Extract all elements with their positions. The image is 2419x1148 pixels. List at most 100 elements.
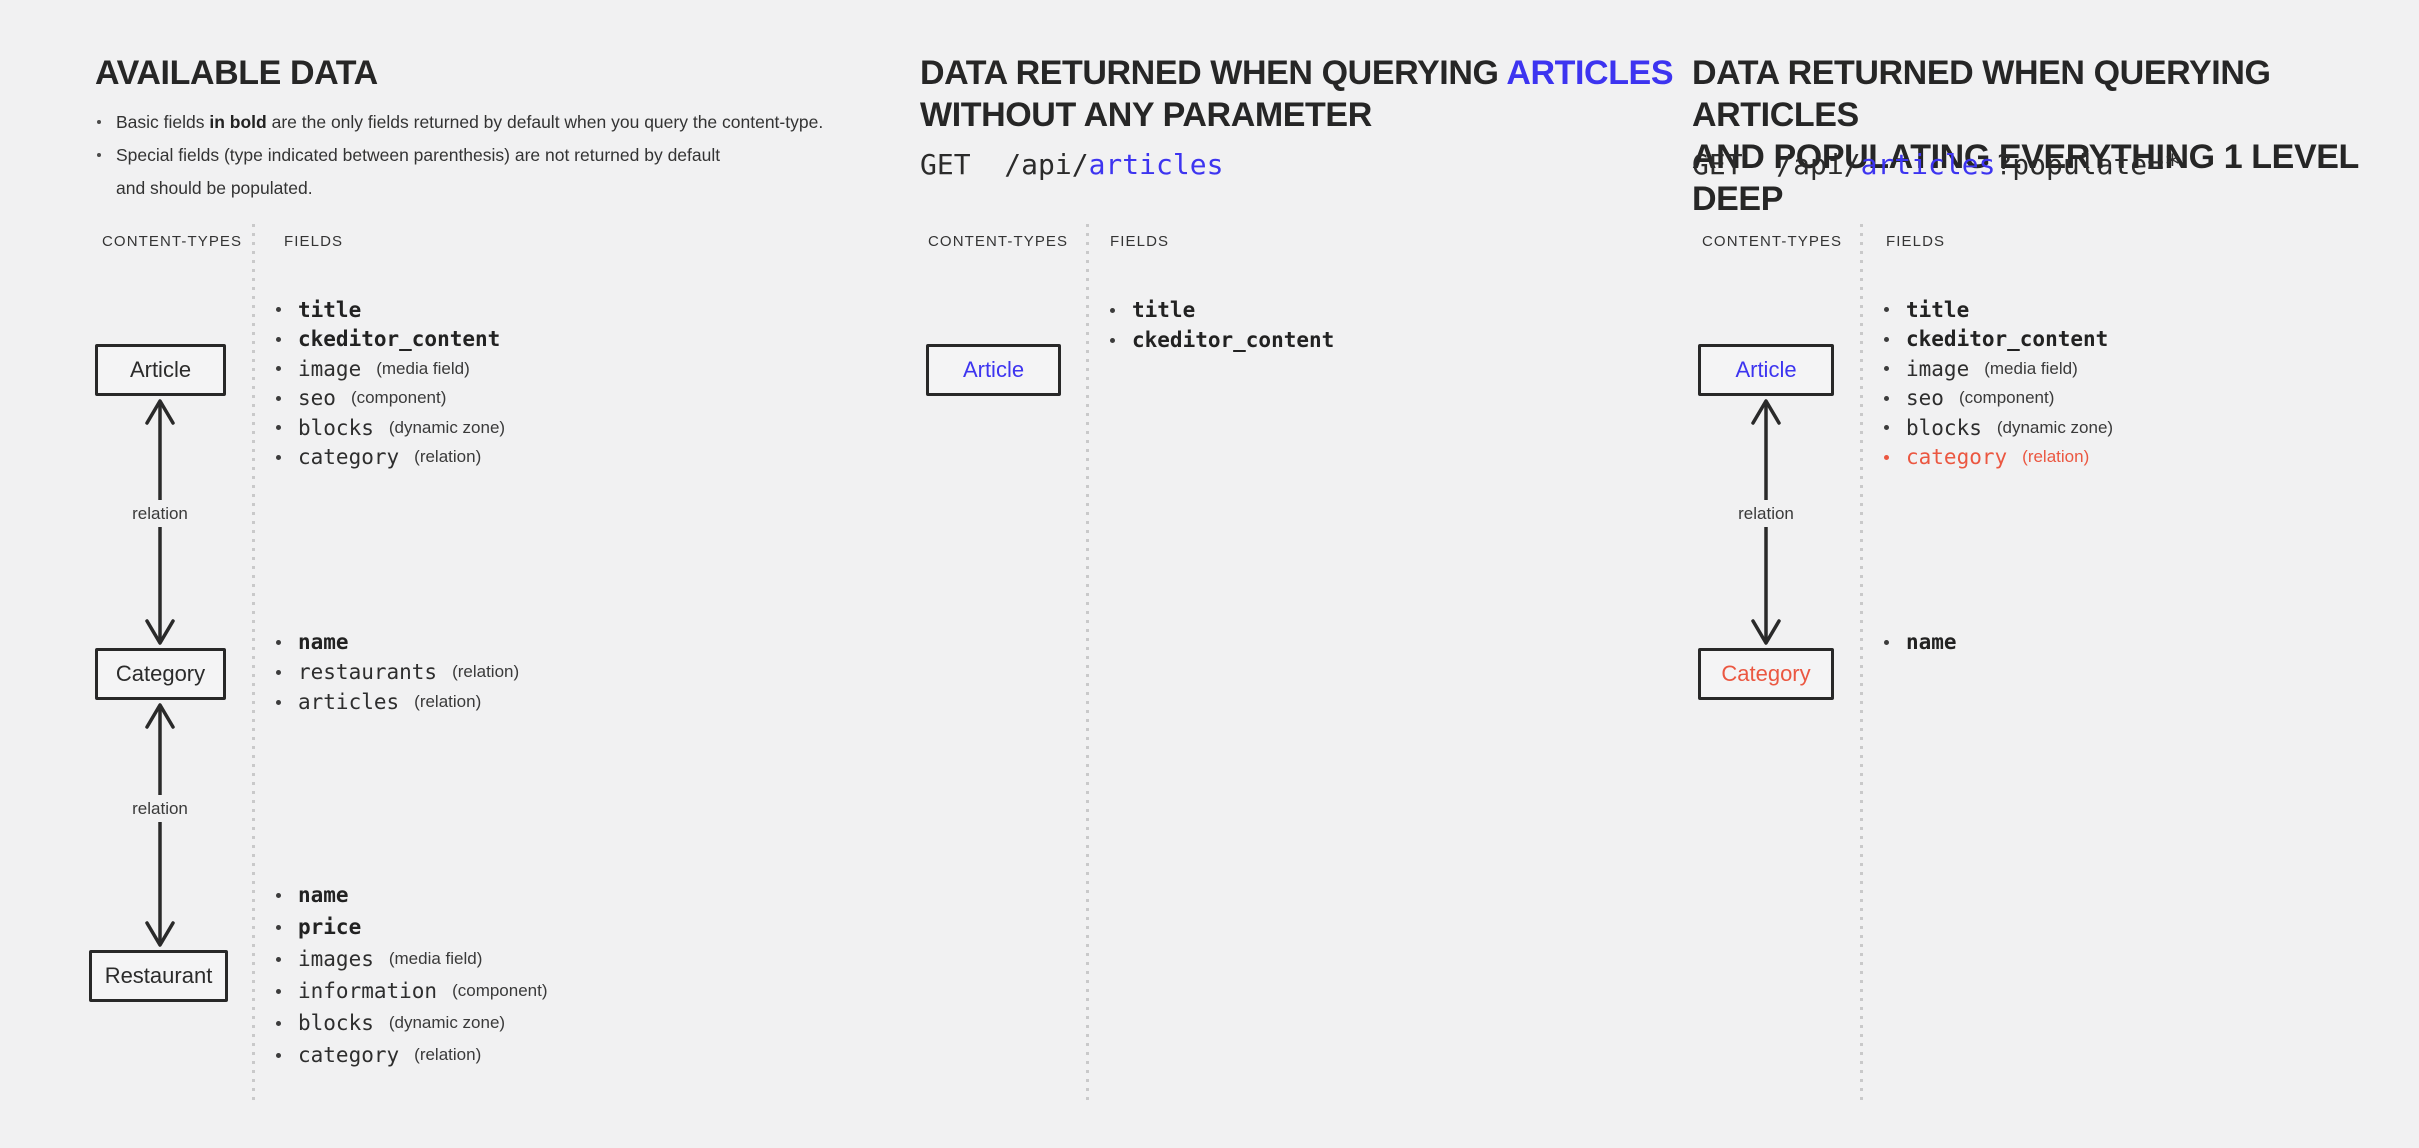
field-type: (dynamic zone) <box>388 1013 506 1032</box>
field-row-image: image (media field) <box>1884 354 2113 384</box>
request-highlight: articles <box>1088 148 1224 181</box>
field-type: (relation) <box>414 1045 482 1064</box>
column2-title-line2: WITHOUT ANY PARAMETER <box>920 96 1372 134</box>
field-name: blocks <box>298 415 374 440</box>
node-category: Category <box>1698 648 1834 700</box>
bullet-icon <box>97 153 101 157</box>
article-fields-list: title ckeditor_content <box>1110 295 1334 355</box>
column2-title-highlight: ARTICLES <box>1506 54 1674 92</box>
bullet-icon <box>1884 307 1889 313</box>
field-row-blocks: blocks (dynamic zone) <box>1884 413 2113 443</box>
column3-title: DATA RETURNED WHEN QUERYING ARTICLES AND… <box>1692 52 2419 220</box>
bullet-icon <box>276 988 281 994</box>
bullet-icon <box>276 1052 281 1058</box>
field-type: (relation) <box>2022 447 2090 467</box>
field-name: blocks <box>298 1011 374 1035</box>
field-name: image <box>1906 356 1970 381</box>
bullet-icon <box>1884 639 1889 645</box>
field-type: (relation) <box>414 447 482 467</box>
field-row-title: title <box>276 295 505 325</box>
node-restaurant-label: Restaurant <box>104 963 213 988</box>
field-row-name: name <box>276 627 519 657</box>
column3-title-line1: DATA RETURNED WHEN QUERYING ARTICLES <box>1692 54 2271 134</box>
bullet-icon <box>276 307 281 313</box>
node-category-label: Category <box>115 661 206 686</box>
field-row-ckeditor-content: ckeditor_content <box>1884 325 2113 355</box>
field-type: (dynamic zone) <box>1996 417 2114 437</box>
field-type: (relation) <box>414 692 482 711</box>
bullet-icon <box>1110 337 1115 343</box>
field-type: (media field) <box>388 949 483 968</box>
bullet-icon <box>1884 395 1889 401</box>
node-article-label: Article <box>1735 357 1797 382</box>
bullet-icon <box>276 454 281 460</box>
field-name: articles <box>298 690 400 714</box>
field-name: category <box>298 1043 400 1067</box>
request-prefix: GET /api/ <box>920 148 1089 181</box>
field-row-seo: seo (component) <box>1884 384 2113 414</box>
field-name: title <box>1132 298 1196 322</box>
column2-fields-label: FIELDS <box>1110 233 1170 250</box>
field-type: (dynamic zone) <box>388 417 506 437</box>
node-article: Article <box>926 344 1061 396</box>
field-row-seo: seo (component) <box>276 384 505 414</box>
bullet-icon <box>276 669 281 675</box>
bullet-icon <box>276 892 281 898</box>
column2-content-types-label: CONTENT-TYPES <box>928 233 1069 250</box>
field-type: (media field) <box>1984 358 2078 378</box>
article-fields-list: title ckeditor_content image (media field… <box>1884 295 2113 472</box>
field-row-category-populated: category (relation) <box>1884 443 2113 473</box>
field-row-category: category (relation) <box>276 1039 548 1071</box>
bullet-icon <box>276 699 281 705</box>
field-name: title <box>298 297 362 322</box>
relation-arrow-category-restaurant <box>145 703 175 947</box>
field-name: name <box>1906 630 1957 654</box>
relation-label: relation <box>1731 500 1801 527</box>
bullet-icon <box>276 425 281 431</box>
note-text-post: are the only fields returned by default … <box>266 112 824 132</box>
field-row-images: images (media field) <box>276 943 548 975</box>
request-highlight: articles <box>1860 148 1996 181</box>
bullet-icon <box>1110 307 1115 313</box>
field-type: (component) <box>350 388 447 408</box>
bullet-icon <box>276 639 281 645</box>
field-type: (component) <box>452 981 548 1000</box>
category-fields-list: name <box>1884 627 1957 657</box>
column1-content-types-label: CONTENT-TYPES <box>102 233 243 250</box>
column2-get-request: GET /api/articles <box>920 148 1223 182</box>
node-category: Category <box>95 648 226 700</box>
node-article-label: Article <box>962 357 1025 382</box>
field-row-title: title <box>1884 295 2113 325</box>
field-type: (relation) <box>452 662 520 681</box>
bullet-icon <box>276 336 281 342</box>
field-row-title: title <box>1110 295 1334 325</box>
column3-title-line2: AND POPULATING EVERYTHING 1 LEVEL DEEP <box>1692 138 2359 218</box>
bullet-icon <box>1884 425 1889 431</box>
field-row-price: price <box>276 911 548 943</box>
note-text-line2: and should be populated. <box>116 178 313 198</box>
bullet-icon <box>276 395 281 401</box>
field-row-category: category (relation) <box>276 443 505 473</box>
field-name: title <box>1906 297 1970 322</box>
node-article: Article <box>95 344 226 396</box>
field-name: price <box>298 915 362 939</box>
field-name: blocks <box>1906 415 1982 440</box>
field-name: name <box>298 883 349 907</box>
relation-label: relation <box>125 795 195 822</box>
restaurant-fields-list: name price images (media field) informati… <box>276 879 548 1071</box>
category-fields-list: name restaurants (relation) articles (rela… <box>276 627 519 717</box>
bullet-icon <box>276 956 281 962</box>
column1-dotted-separator <box>252 224 255 1102</box>
note-text-bold: in bold <box>209 112 267 132</box>
bullet-icon <box>97 120 101 124</box>
field-type: (component) <box>1958 388 2055 408</box>
field-name: name <box>298 630 349 654</box>
field-row-blocks: blocks (dynamic zone) <box>276 413 505 443</box>
node-article: Article <box>1698 344 1834 396</box>
field-name: category <box>1906 445 2008 470</box>
node-article-label: Article <box>129 357 192 382</box>
field-row-ckeditor-content: ckeditor_content <box>1110 325 1334 355</box>
bullet-icon <box>276 366 281 372</box>
column2-title-pre: DATA RETURNED WHEN QUERYING <box>920 54 1507 92</box>
